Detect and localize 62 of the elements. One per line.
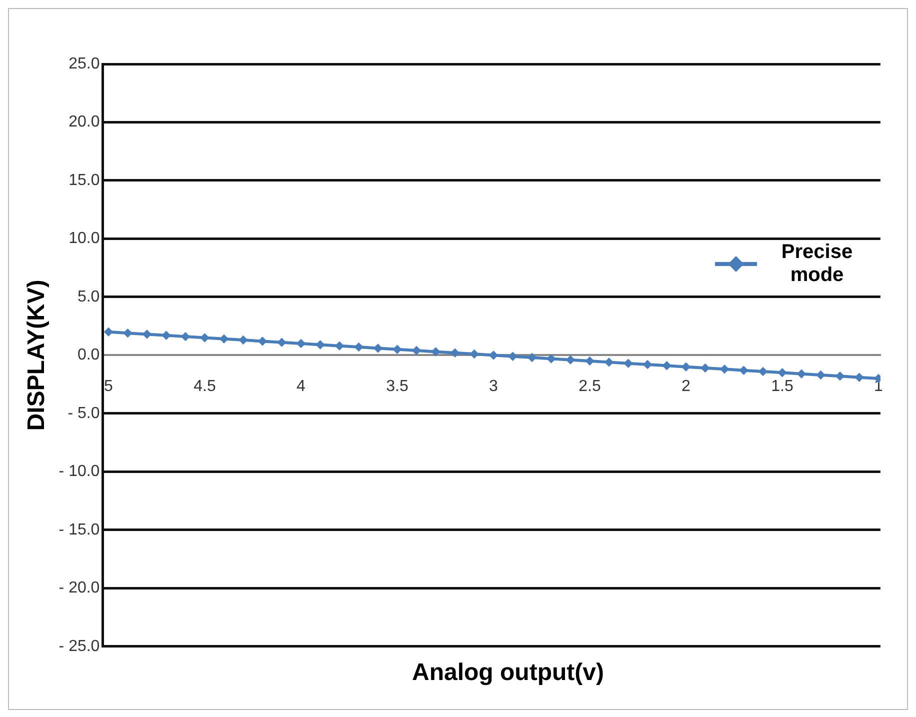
point	[643, 360, 652, 369]
point	[740, 366, 748, 374]
x-tick-label: 5	[104, 378, 114, 396]
point	[181, 332, 190, 341]
y-tick-label: 10.0	[68, 230, 100, 248]
y-tick-label: 5.0	[77, 288, 100, 306]
point	[489, 351, 498, 360]
x-tick-label: 2.5	[578, 378, 601, 396]
point	[162, 331, 170, 340]
point	[816, 371, 825, 379]
point	[278, 338, 286, 346]
x-tick-label: 2	[682, 378, 691, 396]
point	[528, 354, 536, 362]
point	[836, 372, 844, 380]
point	[682, 362, 690, 371]
point	[354, 343, 363, 352]
point	[316, 340, 324, 349]
point	[220, 334, 228, 343]
x-axis-title: Analog output(v)	[411, 659, 605, 687]
point	[508, 352, 517, 360]
point	[104, 328, 112, 336]
y-axis-title: DISPLAY(KV)	[23, 280, 50, 431]
point	[778, 368, 786, 377]
y-tick-label: 0.0	[77, 346, 100, 364]
legend-label: Precise mode	[780, 241, 854, 287]
point	[855, 373, 864, 382]
point	[450, 348, 459, 357]
point	[566, 356, 574, 364]
y-tick-label: - 20.0	[58, 580, 100, 597]
point	[258, 337, 266, 346]
x-tick-label: 1.5	[771, 378, 794, 396]
point	[624, 359, 632, 368]
x-tick-label: 3	[489, 378, 498, 396]
y-tick-label: - 25.0	[58, 638, 100, 655]
point	[296, 340, 305, 348]
point	[701, 364, 710, 372]
y-tick-label: - 15.0	[58, 521, 100, 538]
x-tick-label: 4	[296, 378, 306, 396]
x-tick-label: 4.5	[194, 378, 216, 396]
point	[759, 368, 767, 376]
point	[798, 370, 806, 378]
point	[586, 357, 594, 366]
y-tick-label: 25.0	[68, 55, 100, 72]
point	[412, 346, 420, 355]
point	[124, 329, 132, 338]
point	[432, 348, 440, 356]
y-tick-label: - 5.0	[68, 404, 100, 422]
point	[604, 358, 613, 366]
point	[720, 365, 728, 374]
point	[142, 330, 151, 338]
point	[470, 350, 478, 358]
y-tick-label: - 10.0	[58, 463, 100, 480]
x-tick-label: 3.5	[386, 378, 408, 396]
point	[239, 336, 248, 344]
point	[393, 345, 402, 354]
point	[547, 354, 556, 363]
point	[200, 334, 209, 342]
y-tick-label: 20.0	[68, 114, 100, 131]
point	[662, 362, 671, 370]
point	[335, 342, 344, 350]
point	[374, 344, 382, 352]
y-tick-label: 15.0	[68, 172, 100, 189]
